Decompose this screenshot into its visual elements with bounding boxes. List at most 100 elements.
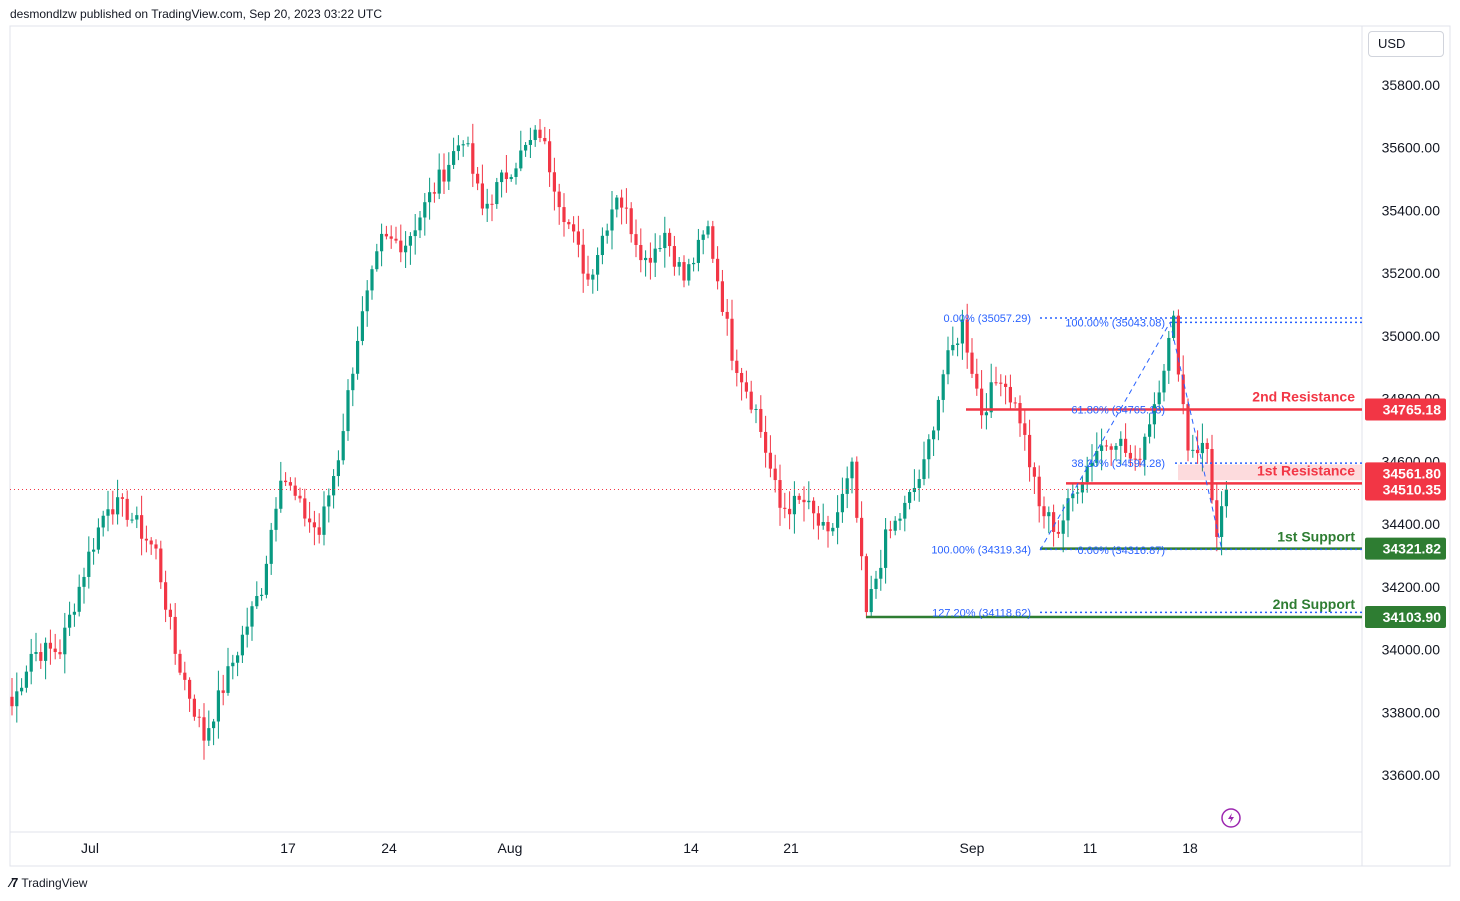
candle	[226, 647, 230, 696]
candle	[58, 639, 62, 660]
candle	[644, 250, 648, 277]
candle	[1076, 485, 1080, 504]
price-tick-label: 33600.00	[1382, 767, 1441, 783]
candle	[1018, 395, 1022, 437]
svg-text:34561.80: 34561.80	[1383, 465, 1442, 481]
candle	[202, 703, 206, 760]
candle	[509, 174, 513, 182]
candle	[408, 232, 412, 265]
candle	[1143, 433, 1147, 476]
candle	[461, 140, 465, 157]
candle	[284, 472, 288, 487]
candle	[548, 129, 552, 187]
svg-text:34765.18: 34765.18	[1383, 402, 1442, 418]
fib-label: 100.00% (35043.08)	[1065, 317, 1165, 329]
candle	[336, 450, 340, 487]
candle	[428, 177, 432, 220]
price-tick-label: 35800.00	[1382, 77, 1441, 93]
time-tick-label: 11	[1083, 840, 1098, 856]
candle	[20, 678, 24, 696]
candle	[581, 228, 585, 293]
candle	[960, 309, 964, 360]
candle	[221, 674, 225, 706]
candle	[360, 296, 364, 346]
time-axis[interactable]: Jul 17 24 Aug 14 21 Sep 11 18	[81, 840, 1198, 856]
candle	[936, 396, 940, 441]
candle	[303, 488, 307, 527]
time-tick-label: 14	[683, 840, 699, 856]
candle	[687, 258, 691, 286]
candle	[293, 477, 297, 501]
candle	[562, 193, 566, 237]
candle	[178, 649, 182, 676]
fib-label: 127.20% (34118.62)	[932, 607, 1031, 619]
candle	[279, 461, 283, 513]
candle	[975, 358, 979, 396]
candle	[44, 637, 48, 680]
candle	[970, 338, 974, 379]
candle	[917, 469, 921, 502]
candle	[783, 492, 787, 519]
currency-selector[interactable]: USD	[1368, 31, 1444, 57]
candle	[260, 588, 264, 601]
candle	[845, 466, 849, 509]
candle	[807, 481, 811, 510]
candle	[418, 211, 422, 239]
candle	[197, 708, 201, 728]
candle	[812, 497, 816, 530]
candle	[879, 549, 883, 591]
candle	[413, 214, 417, 255]
candle	[101, 510, 105, 537]
candle	[1210, 434, 1214, 504]
candle	[500, 169, 504, 198]
candle	[250, 601, 254, 641]
candle	[744, 370, 748, 399]
candle	[389, 225, 393, 249]
time-tick-label: Jul	[81, 840, 99, 856]
candle	[620, 189, 624, 225]
candle	[1066, 488, 1070, 538]
candle	[816, 505, 820, 540]
candle	[711, 220, 715, 263]
svg-text:34103.90: 34103.90	[1383, 609, 1442, 625]
time-tick-label: 18	[1182, 840, 1198, 856]
candle	[1100, 428, 1104, 471]
candle	[471, 123, 475, 188]
candle	[317, 513, 321, 544]
candle	[1032, 462, 1036, 495]
candle	[932, 426, 936, 456]
candle	[288, 477, 292, 491]
price-axis[interactable]: 35800.00 35600.00 35400.00 35200.00 35000.00…	[1382, 77, 1441, 783]
candle	[264, 555, 268, 599]
candle	[106, 490, 110, 532]
candle	[1114, 442, 1118, 461]
time-tick-label: 17	[280, 840, 296, 856]
fib-label: 0.00% (34316.87)	[1078, 545, 1165, 557]
candle	[528, 127, 532, 159]
candle	[1196, 430, 1200, 464]
candle	[677, 256, 681, 276]
lightning-icon[interactable]	[1221, 808, 1241, 828]
level-label: 2nd Resistance	[1252, 389, 1355, 405]
svg-text:34321.82: 34321.82	[1383, 541, 1442, 557]
candle	[1167, 331, 1171, 384]
candle	[490, 194, 494, 222]
candle	[898, 513, 902, 531]
candle	[716, 246, 720, 290]
candle	[1047, 506, 1051, 534]
candle	[423, 193, 427, 236]
candle	[255, 581, 259, 609]
fib-label: 38.20% (34594.28)	[1071, 458, 1165, 470]
candle	[24, 665, 28, 693]
candle	[1133, 445, 1137, 471]
candle	[356, 326, 360, 380]
candle	[778, 464, 782, 526]
candle	[692, 257, 696, 272]
candle	[514, 162, 518, 185]
candle	[164, 570, 168, 623]
candle	[15, 672, 19, 723]
candle	[903, 495, 907, 532]
candle	[154, 539, 158, 560]
candle	[476, 166, 480, 191]
